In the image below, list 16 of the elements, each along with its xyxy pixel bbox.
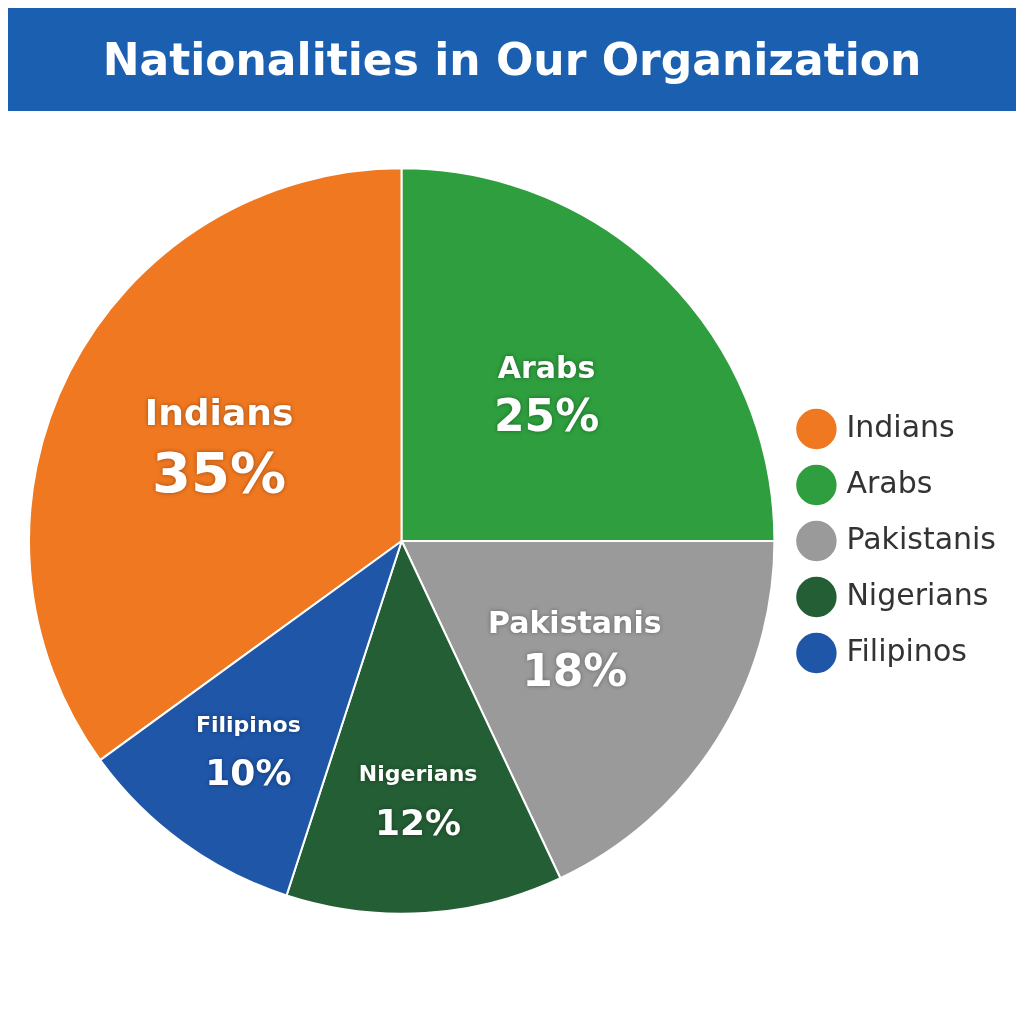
slice-label: Filipinos xyxy=(195,711,301,737)
legend-label: Indians xyxy=(846,408,955,444)
slice-label: Nigerians xyxy=(358,761,478,787)
chart-title: Nationalities in Our Organization xyxy=(8,8,1016,111)
legend-label: Nigerians xyxy=(846,576,989,612)
slice-label: Pakistanis xyxy=(487,604,662,640)
legend-label: Filipinos xyxy=(846,632,967,668)
legend-label: Pakistanis xyxy=(846,520,996,556)
data-label: 10% xyxy=(205,752,292,794)
slice-label: Arabs xyxy=(497,349,596,385)
slice-label: Indians xyxy=(144,392,294,434)
data-label: 35% xyxy=(152,440,287,506)
data-label: 25% xyxy=(493,390,600,442)
data-label: 12% xyxy=(375,801,462,843)
legend-label: Arabs xyxy=(846,464,933,500)
data-label: 18% xyxy=(522,645,628,697)
